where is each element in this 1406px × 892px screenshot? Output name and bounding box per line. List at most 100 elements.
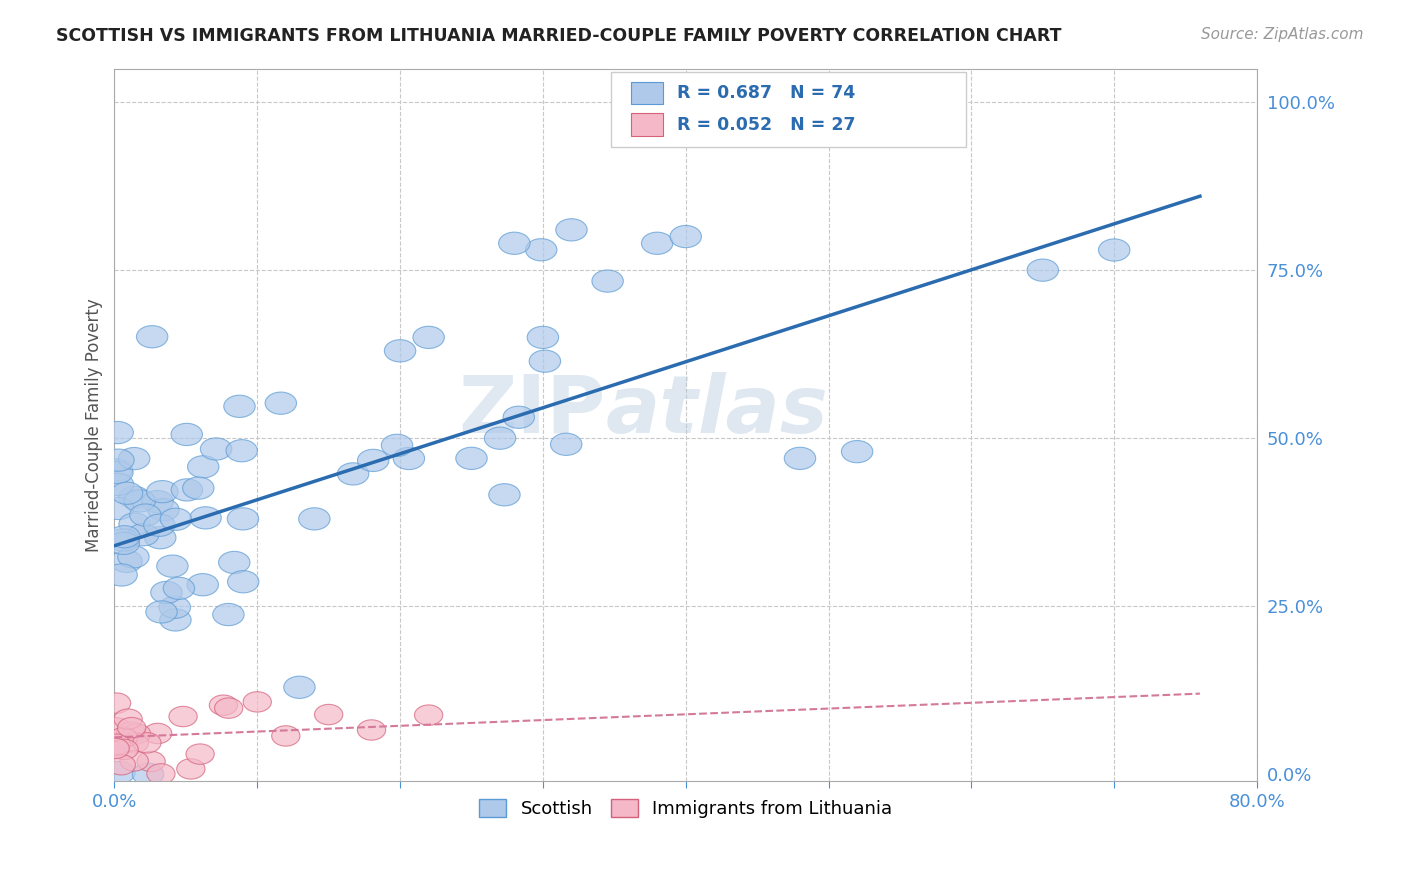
Ellipse shape xyxy=(1028,259,1059,281)
Ellipse shape xyxy=(148,499,179,521)
Ellipse shape xyxy=(128,524,159,546)
Ellipse shape xyxy=(142,491,173,513)
Ellipse shape xyxy=(499,232,530,254)
Ellipse shape xyxy=(143,514,176,536)
Ellipse shape xyxy=(169,706,197,727)
Ellipse shape xyxy=(413,326,444,349)
Ellipse shape xyxy=(394,448,425,469)
Ellipse shape xyxy=(101,739,129,758)
FancyBboxPatch shape xyxy=(612,72,966,147)
Legend: Scottish, Immigrants from Lithuania: Scottish, Immigrants from Lithuania xyxy=(472,791,900,825)
Ellipse shape xyxy=(284,676,315,698)
Ellipse shape xyxy=(156,555,188,577)
Ellipse shape xyxy=(150,582,183,604)
Ellipse shape xyxy=(129,504,162,526)
Ellipse shape xyxy=(160,508,191,531)
Ellipse shape xyxy=(177,759,205,779)
Ellipse shape xyxy=(143,723,172,744)
Ellipse shape xyxy=(384,340,416,362)
Ellipse shape xyxy=(209,695,238,715)
Ellipse shape xyxy=(529,350,561,372)
Ellipse shape xyxy=(160,609,191,631)
Ellipse shape xyxy=(145,526,176,549)
Ellipse shape xyxy=(117,722,145,742)
Ellipse shape xyxy=(555,219,588,241)
Ellipse shape xyxy=(118,717,146,738)
Ellipse shape xyxy=(103,693,131,714)
Ellipse shape xyxy=(124,490,156,512)
Ellipse shape xyxy=(105,564,138,586)
Ellipse shape xyxy=(101,461,134,483)
Ellipse shape xyxy=(841,441,873,463)
Ellipse shape xyxy=(108,529,139,551)
Ellipse shape xyxy=(103,474,134,496)
Ellipse shape xyxy=(111,550,142,573)
Ellipse shape xyxy=(146,764,176,784)
Ellipse shape xyxy=(357,450,389,472)
Ellipse shape xyxy=(315,705,343,724)
Ellipse shape xyxy=(228,571,259,593)
Ellipse shape xyxy=(118,546,149,568)
Ellipse shape xyxy=(172,479,202,501)
Ellipse shape xyxy=(120,733,149,753)
Ellipse shape xyxy=(187,456,219,478)
Ellipse shape xyxy=(183,477,214,500)
Text: atlas: atlas xyxy=(606,371,828,450)
Ellipse shape xyxy=(527,326,558,349)
Ellipse shape xyxy=(136,751,166,772)
Ellipse shape xyxy=(108,533,139,555)
Ellipse shape xyxy=(503,406,534,428)
Ellipse shape xyxy=(120,513,150,535)
Ellipse shape xyxy=(271,726,299,746)
Ellipse shape xyxy=(337,463,368,485)
Ellipse shape xyxy=(110,739,138,760)
Ellipse shape xyxy=(381,434,413,457)
Bar xyxy=(631,113,662,136)
Ellipse shape xyxy=(489,483,520,506)
Ellipse shape xyxy=(132,732,162,753)
Ellipse shape xyxy=(226,440,257,462)
Ellipse shape xyxy=(122,723,150,744)
Ellipse shape xyxy=(785,447,815,469)
Y-axis label: Married-Couple Family Poverty: Married-Couple Family Poverty xyxy=(86,298,103,551)
Ellipse shape xyxy=(671,226,702,248)
Ellipse shape xyxy=(136,326,167,348)
Ellipse shape xyxy=(132,764,163,785)
Ellipse shape xyxy=(107,755,135,775)
Ellipse shape xyxy=(187,574,218,596)
Bar xyxy=(631,82,662,104)
Ellipse shape xyxy=(884,91,915,113)
Ellipse shape xyxy=(484,427,516,450)
Ellipse shape xyxy=(186,744,214,764)
Ellipse shape xyxy=(104,762,135,784)
Ellipse shape xyxy=(228,508,259,530)
Text: Source: ZipAtlas.com: Source: ZipAtlas.com xyxy=(1201,27,1364,42)
Ellipse shape xyxy=(641,232,673,254)
Ellipse shape xyxy=(103,498,134,520)
Ellipse shape xyxy=(103,734,131,755)
Ellipse shape xyxy=(415,705,443,725)
Ellipse shape xyxy=(592,270,623,293)
Ellipse shape xyxy=(108,525,141,548)
Ellipse shape xyxy=(551,434,582,456)
Text: SCOTTISH VS IMMIGRANTS FROM LITHUANIA MARRIED-COUPLE FAMILY POVERTY CORRELATION : SCOTTISH VS IMMIGRANTS FROM LITHUANIA MA… xyxy=(56,27,1062,45)
Ellipse shape xyxy=(118,448,150,470)
Ellipse shape xyxy=(357,720,385,740)
Ellipse shape xyxy=(159,596,190,618)
Ellipse shape xyxy=(456,447,488,469)
Text: R = 0.052   N = 27: R = 0.052 N = 27 xyxy=(676,116,855,134)
Ellipse shape xyxy=(101,459,132,481)
Ellipse shape xyxy=(146,481,179,503)
Ellipse shape xyxy=(103,718,131,738)
Ellipse shape xyxy=(266,392,297,414)
Ellipse shape xyxy=(215,698,243,718)
Text: ZIP: ZIP xyxy=(458,371,606,450)
Ellipse shape xyxy=(1098,239,1130,261)
Ellipse shape xyxy=(526,239,557,260)
Ellipse shape xyxy=(103,449,134,471)
Ellipse shape xyxy=(118,486,150,508)
Ellipse shape xyxy=(190,507,221,529)
Ellipse shape xyxy=(163,577,194,599)
Ellipse shape xyxy=(114,709,142,730)
Ellipse shape xyxy=(110,728,138,747)
